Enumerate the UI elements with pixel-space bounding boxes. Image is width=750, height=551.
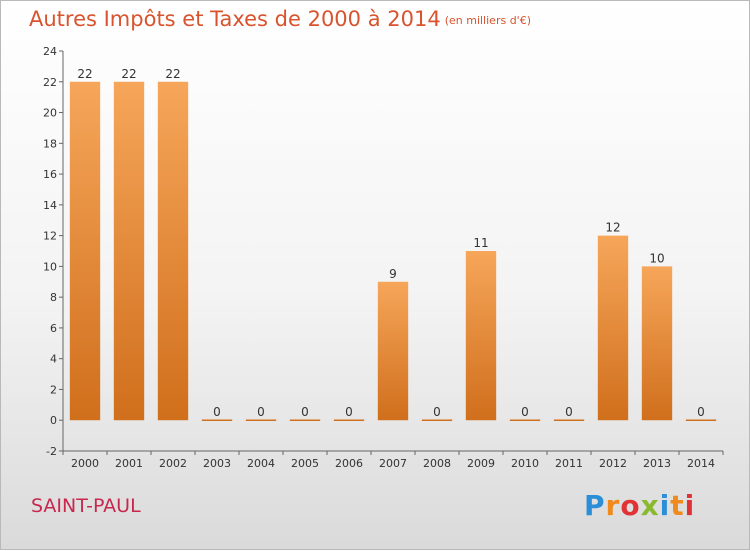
y-tick-label: 4 [50, 353, 57, 366]
data-label-2013: 10 [649, 251, 664, 265]
data-label-2011: 0 [565, 405, 573, 419]
x-tick-label-2013: 2013 [643, 457, 671, 470]
y-tick-label: 24 [43, 45, 57, 58]
data-label-2010: 0 [521, 405, 529, 419]
commune-name: SAINT-PAUL [31, 495, 141, 517]
y-tick-label: -2 [46, 445, 57, 458]
x-tick-label-2005: 2005 [291, 457, 319, 470]
y-tick-label: 0 [50, 414, 57, 427]
data-label-2012: 12 [605, 221, 620, 235]
data-label-2002: 22 [165, 67, 180, 81]
data-label-2000: 22 [77, 67, 92, 81]
data-label-2014: 0 [697, 405, 705, 419]
x-tick-label-2004: 2004 [247, 457, 275, 470]
bar-2012 [597, 235, 629, 421]
bar-2013 [641, 266, 673, 421]
x-tick-label-2000: 2000 [71, 457, 99, 470]
y-tick-label: 2 [50, 383, 57, 396]
chart-title-text: Autres Impôts et Taxes de 2000 à 2014 [29, 7, 441, 31]
x-tick-label-2012: 2012 [599, 457, 627, 470]
data-label-2005: 0 [301, 405, 309, 419]
chart-title: Autres Impôts et Taxes de 2000 à 2014 (en… [29, 7, 531, 31]
y-tick-label: 16 [43, 168, 57, 181]
bar-2001 [113, 81, 145, 421]
y-tick-label: 20 [43, 107, 57, 120]
y-tick-label: 22 [43, 76, 57, 89]
data-label-2003: 0 [213, 405, 221, 419]
chart-bars [69, 81, 717, 421]
y-tick-label: 10 [43, 260, 57, 273]
x-tick-label-2011: 2011 [555, 457, 583, 470]
data-label-2009: 11 [473, 236, 488, 250]
proxiti-logo[interactable]: Proxiti [584, 489, 696, 522]
bar-2007 [377, 281, 409, 421]
y-tick-label: 8 [50, 291, 57, 304]
chart-subtitle: (en milliers d'€) [444, 14, 531, 27]
bar-2002 [157, 81, 189, 421]
x-tick-label-2009: 2009 [467, 457, 495, 470]
data-label-2008: 0 [433, 405, 441, 419]
x-tick-label-2008: 2008 [423, 457, 451, 470]
x-tick-label-2001: 2001 [115, 457, 143, 470]
data-label-2004: 0 [257, 405, 265, 419]
bar-2000 [69, 81, 101, 421]
x-tick-label-2006: 2006 [335, 457, 363, 470]
x-tick-label-2014: 2014 [687, 457, 715, 470]
x-tick-label-2002: 2002 [159, 457, 187, 470]
y-tick-label: 18 [43, 137, 57, 150]
y-tick-label: 14 [43, 199, 57, 212]
data-label-2007: 9 [389, 267, 397, 281]
chart-labels: 22 2000 22 2001 22 2002 0 2003 0 2004 0 2005 0 2006 9 2… [71, 67, 715, 470]
y-tick-label: 12 [43, 230, 57, 243]
bar-2009 [465, 251, 497, 421]
data-label-2001: 22 [121, 67, 136, 81]
y-tick-label: 6 [50, 322, 57, 335]
x-tick-label-2007: 2007 [379, 457, 407, 470]
x-tick-label-2003: 2003 [203, 457, 231, 470]
x-tick-label-2010: 2010 [511, 457, 539, 470]
data-label-2006: 0 [345, 405, 353, 419]
